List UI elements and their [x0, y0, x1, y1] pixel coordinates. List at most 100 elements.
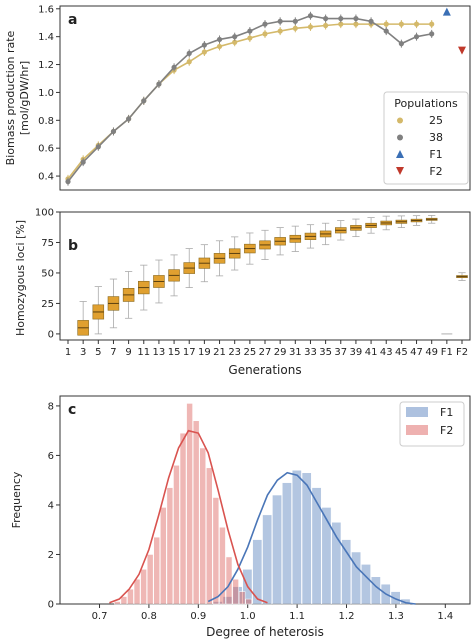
x-tick-label: 43 [380, 347, 393, 358]
data-point [201, 42, 207, 48]
hist-bar-F2 [127, 588, 134, 605]
hist-bar-F1 [331, 522, 342, 605]
x-tick-label: 39 [350, 347, 363, 358]
panel-c-xlabel: Degree of heterosis [206, 625, 324, 639]
hist-bar-F1 [390, 591, 401, 605]
panel-c-ylabel: Frequency [10, 471, 23, 528]
data-point [216, 43, 223, 50]
data-point [383, 28, 389, 34]
y-tick-label: 25 [41, 299, 54, 310]
hist-bar-F2 [219, 526, 226, 605]
y-tick-label: 1.0 [38, 88, 54, 99]
x-tick-label: 35 [319, 347, 332, 358]
data-point [323, 15, 329, 22]
panel-a-y-ticks: 0.4 0.6 0.8 1.0 1.2 1.4 1.6 [38, 4, 60, 183]
x-tick-label: 21 [213, 347, 226, 358]
hist-bar-F2 [173, 465, 180, 605]
data-point [171, 64, 177, 70]
legend-label: F2 [440, 424, 453, 437]
panel-b-boxes [77, 215, 468, 336]
data-point [338, 15, 344, 22]
data-point [383, 21, 389, 27]
y-tick-label: 1.6 [38, 4, 54, 15]
y-tick-label: 0.8 [38, 116, 54, 127]
hist-bar-F2 [186, 403, 193, 605]
legend-marker [397, 117, 403, 124]
panel-a-legend: Populations 25 38 F1 F2 [383, 91, 469, 185]
hist-bar-F2 [166, 487, 174, 605]
x-tick-label: 7 [110, 347, 116, 358]
data-point [216, 36, 223, 43]
panel-a: a Biomass production rate [mol/gDW/hr] 0… [4, 4, 471, 191]
data-point [429, 31, 435, 37]
data-point [156, 81, 162, 87]
hist-bar-F1 [272, 494, 282, 605]
legend-label: F2 [429, 165, 442, 178]
y-tick-label: 2 [48, 550, 54, 561]
hist-bar-F2 [179, 432, 187, 605]
hist-bar-F1 [361, 564, 371, 605]
x-tick-label: 33 [304, 347, 317, 358]
data-point [262, 31, 268, 37]
legend-items: 25 38 F1 F2 [396, 114, 443, 178]
x-tick-label: 23 [228, 347, 241, 358]
hist-bar-F2 [192, 420, 200, 605]
data-point [80, 159, 86, 165]
x-tick-label: F1 [441, 347, 453, 358]
legend-title: Populations [394, 97, 458, 110]
hist-bar-F1 [311, 487, 322, 605]
hist-bar-F2 [120, 596, 128, 605]
hist-bar-F1 [341, 539, 352, 605]
panel-a-frame [59, 5, 471, 191]
legend-label: F1 [429, 148, 442, 161]
x-tick-label: 3 [80, 347, 86, 358]
y-tick-label: 6 [48, 451, 54, 462]
panel-b-y-ticks: 0 25 50 75 100 [35, 208, 60, 340]
panel-a-letter: a [68, 12, 77, 28]
x-tick-label: 0.7 [92, 611, 108, 622]
data-point [186, 59, 192, 65]
data-point [323, 22, 329, 29]
data-point [413, 21, 420, 27]
x-tick-label: 19 [198, 347, 211, 358]
legend-marker [396, 167, 404, 175]
data-point [126, 116, 132, 122]
panel-b-xlabel: Generations [228, 363, 301, 377]
x-tick-label: F2 [456, 347, 468, 358]
x-tick-label: 49 [425, 347, 438, 358]
data-point [413, 34, 420, 40]
data-point [247, 35, 253, 41]
data-point [277, 28, 283, 34]
data-point [141, 98, 147, 104]
data-point [429, 21, 435, 27]
data-point [262, 21, 268, 27]
data-point [353, 15, 359, 22]
hist-bar-F1 [282, 482, 292, 605]
kde-line-F1 [207, 471, 416, 605]
data-point [247, 28, 253, 34]
data-point [307, 13, 314, 19]
legend-label: F1 [440, 406, 453, 419]
panel-c-x-ticks: 0.7 0.8 0.9 1.0 1.1 1.2 1.3 1.4 [92, 604, 453, 622]
hist-bar-F1 [351, 551, 361, 605]
x-tick-label: 1.0 [240, 611, 256, 622]
point-F2 [458, 46, 466, 55]
data-point [398, 41, 404, 47]
x-tick-label: 1 [65, 347, 71, 358]
panel-b-letter: b [68, 238, 78, 254]
hist-bar-F2 [238, 591, 246, 605]
data-point [232, 39, 238, 45]
hist-bar-F2 [114, 601, 121, 605]
panel-c-y-ticks: 0 2 4 6 8 [48, 401, 60, 611]
y-tick-label: 0.4 [38, 172, 54, 183]
x-tick-label: 27 [259, 347, 272, 358]
x-tick-label: 1.2 [339, 611, 355, 622]
legend-label: 38 [429, 131, 443, 144]
data-point [186, 50, 192, 56]
series-line-25 [67, 23, 432, 180]
panel-a-ylabel-line1: Biomass production rate [4, 30, 17, 165]
legend-label: 25 [429, 114, 443, 127]
hist-bar-F2 [206, 467, 213, 605]
